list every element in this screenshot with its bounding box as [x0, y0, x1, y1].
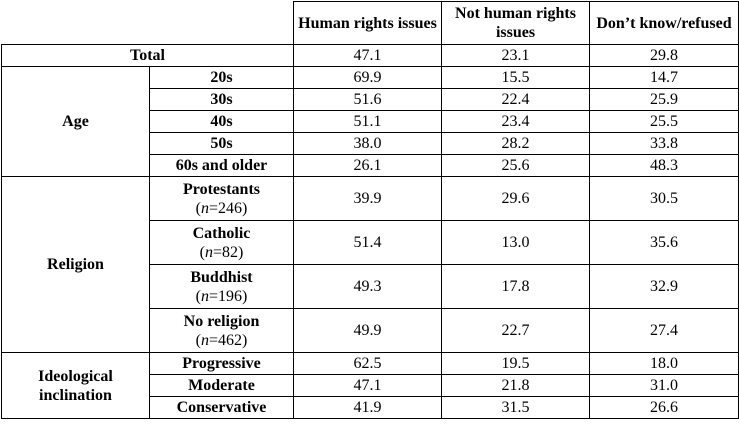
value-cell: 51.1 [293, 110, 442, 133]
value-cell: 25.9 [589, 88, 739, 111]
row-label: No religion (n=462) [149, 308, 294, 353]
table-row: Religion Protestants (n=246) 39.9 29.6 3… [1, 176, 739, 353]
table-row: Catholic (n=82) 51.4 13.0 35.6 [2, 220, 739, 265]
value-cell: 18.0 [589, 352, 739, 375]
value-cell: 41.9 [293, 396, 442, 419]
value-cell: 49.9 [293, 308, 442, 353]
row-label-name: Protestants [182, 180, 261, 198]
sample-size: (n=82) [199, 243, 244, 261]
value-cell: 35.6 [589, 220, 739, 265]
sample-size: (n=246) [195, 199, 248, 217]
row-label: Moderate [149, 374, 294, 397]
row-label-name: Buddhist [190, 268, 253, 286]
row-label: 60s and older [149, 154, 294, 177]
value-cell: 32.9 [589, 264, 739, 309]
value-cell: 23.1 [441, 44, 590, 67]
table-row-total: Total 47.1 23.1 29.8 [1, 44, 739, 67]
value-cell: 29.8 [589, 44, 739, 67]
value-cell: 51.6 [293, 88, 442, 111]
value-cell: 26.6 [589, 396, 739, 419]
row-label: 20s [149, 66, 294, 89]
group-label-religion: Religion [1, 176, 150, 353]
value-cell: 13.0 [441, 220, 590, 265]
row-label-total: Total [1, 44, 294, 67]
table-row: Moderate 47.1 21.8 31.0 [2, 374, 739, 397]
sample-size: (n=196) [195, 287, 248, 305]
table-row: 60s and older 26.1 25.6 48.3 [2, 154, 739, 177]
value-cell: 28.2 [441, 132, 590, 155]
value-cell: 29.6 [441, 176, 590, 221]
value-cell: 25.5 [589, 110, 739, 133]
row-label: Progressive [149, 352, 294, 375]
value-cell: 27.4 [589, 308, 739, 353]
column-header-dont-know: Don’t know/refused [589, 1, 739, 45]
header-row: Human rights issues Not human rights iss… [1, 1, 739, 45]
value-cell: 38.0 [293, 132, 442, 155]
row-label-name: Catholic [192, 224, 251, 242]
row-label: 50s [149, 132, 294, 155]
value-cell: 39.9 [293, 176, 442, 221]
value-cell: 47.1 [293, 374, 442, 397]
value-cell: 17.8 [441, 264, 590, 309]
value-cell: 48.3 [589, 154, 739, 177]
row-label: Buddhist (n=196) [149, 264, 294, 309]
value-cell: 51.4 [293, 220, 442, 265]
table-row: Buddhist (n=196) 49.3 17.8 32.9 [2, 264, 739, 309]
table-row: Age 20s 69.9 15.5 14.7 [1, 66, 739, 177]
value-cell: 31.0 [589, 374, 739, 397]
value-cell: 21.8 [441, 374, 590, 397]
header-blank-cell [1, 1, 294, 45]
value-cell: 22.4 [441, 88, 590, 111]
value-cell: 23.4 [441, 110, 590, 133]
row-label-name: No religion [183, 312, 260, 330]
row-label: 40s [149, 110, 294, 133]
row-label: Protestants (n=246) [149, 176, 294, 221]
table-row: 50s 38.0 28.2 33.8 [2, 132, 739, 155]
value-cell: 15.5 [441, 66, 590, 89]
value-cell: 47.1 [293, 44, 442, 67]
group-label-ideology: Ideological inclination [1, 352, 150, 419]
row-label: 30s [149, 88, 294, 111]
value-cell: 31.5 [441, 396, 590, 419]
value-cell: 26.1 [293, 154, 442, 177]
survey-table: Human rights issues Not human rights iss… [1, 1, 739, 419]
table-row: Ideological inclination Progressive 62.5… [1, 352, 739, 419]
column-header-human-rights: Human rights issues [293, 1, 442, 45]
value-cell: 22.7 [441, 308, 590, 353]
row-label: Catholic (n=82) [149, 220, 294, 265]
column-header-not-human-rights: Not human rights issues [441, 1, 590, 45]
value-cell: 25.6 [441, 154, 590, 177]
value-cell: 30.5 [589, 176, 739, 221]
row-label: Conservative [149, 396, 294, 419]
value-cell: 62.5 [293, 352, 442, 375]
value-cell: 69.9 [293, 66, 442, 89]
value-cell: 33.8 [589, 132, 739, 155]
group-label-age: Age [1, 66, 150, 177]
table-row: Conservative 41.9 31.5 26.6 [2, 396, 739, 419]
value-cell: 49.3 [293, 264, 442, 309]
sample-size: (n=462) [195, 331, 248, 349]
value-cell: 19.5 [441, 352, 590, 375]
value-cell: 14.7 [589, 66, 739, 89]
